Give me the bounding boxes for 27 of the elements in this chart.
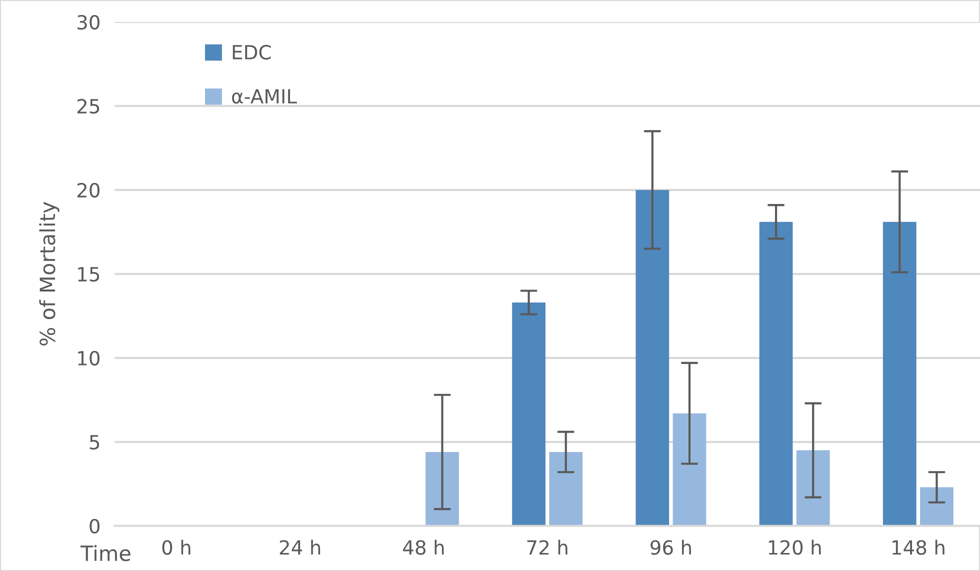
y-tick-label: 30 xyxy=(78,14,100,30)
x-tick-label: 72 h xyxy=(527,540,568,555)
x-tick-label: 48 h xyxy=(403,540,444,555)
x-tick-label: 24 h xyxy=(280,540,320,555)
y-tick-label: 15 xyxy=(78,267,100,282)
bar xyxy=(512,302,546,526)
legend-label: EDC xyxy=(232,44,271,60)
bar xyxy=(759,222,793,526)
legend-label: α-AMIL xyxy=(232,89,297,104)
bar xyxy=(920,487,954,526)
y-tick-label: 0 xyxy=(90,518,100,534)
y-tick-label: 25 xyxy=(77,98,100,114)
y-tick-label: 20 xyxy=(77,182,100,198)
y-tick-label: 10 xyxy=(78,350,100,366)
x-tick-label: 120 h xyxy=(768,540,821,555)
bar xyxy=(636,190,670,526)
x-tick-label: 148 h xyxy=(892,540,944,555)
bar xyxy=(796,450,830,526)
x-tick-label: 96 h xyxy=(650,540,691,555)
y-axis-title: % of Mortality xyxy=(39,202,60,346)
y-tick-label: 5 xyxy=(90,435,100,450)
x-tick-label: 0 h xyxy=(162,540,190,555)
bar xyxy=(549,452,583,526)
bar xyxy=(426,452,459,526)
bar xyxy=(672,413,706,526)
bar xyxy=(882,222,916,526)
x-axis-title: Time xyxy=(80,545,130,562)
